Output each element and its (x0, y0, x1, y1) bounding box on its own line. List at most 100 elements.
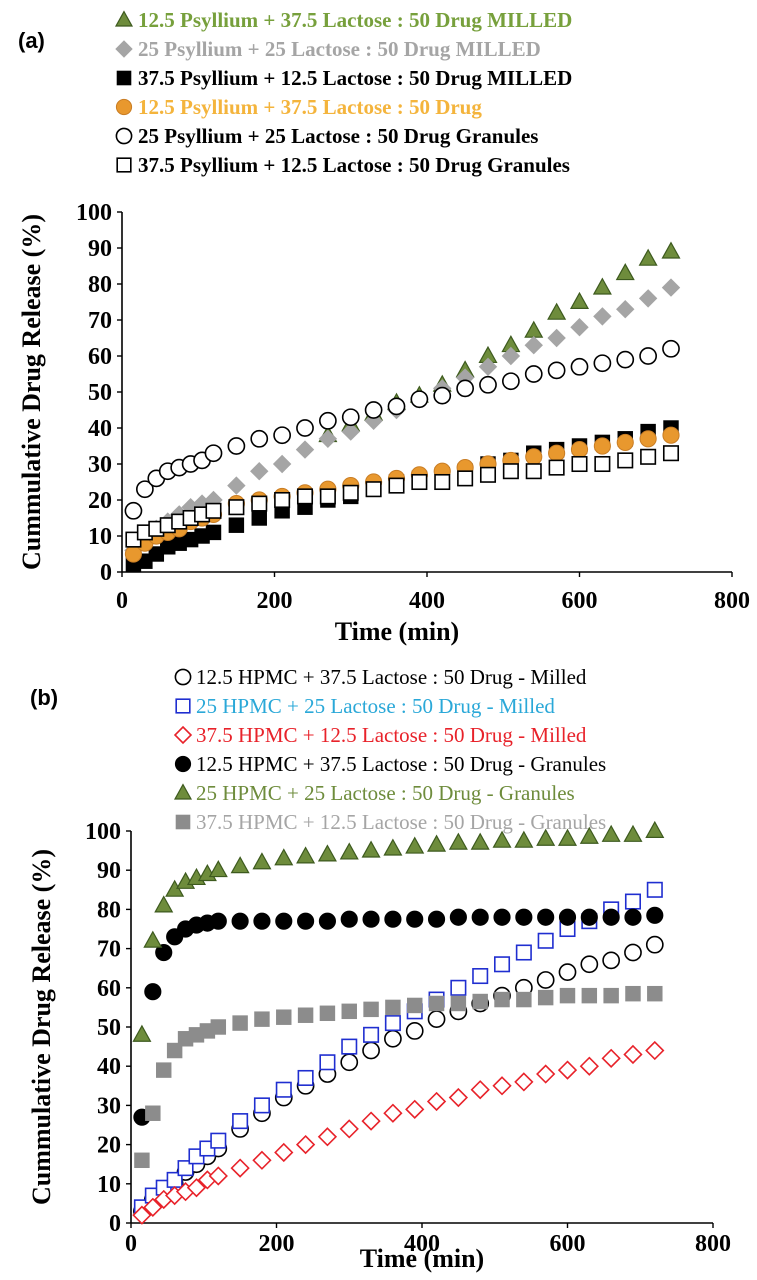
data-point (205, 524, 222, 541)
data-point (450, 995, 467, 1012)
data-point (617, 452, 634, 469)
data-point (145, 1105, 161, 1121)
y-tick-label: 100 (85, 819, 121, 845)
y-tick-label: 80 (97, 897, 121, 923)
data-point (136, 480, 154, 499)
data-point (296, 846, 316, 864)
data-point (593, 437, 611, 455)
data-point (580, 908, 598, 926)
data-point (427, 910, 446, 928)
legend-b: 12.5 HPMC + 37.5 Lactose : 50 Drug - Mil… (173, 665, 606, 834)
y-axis-title: Cummulative Drug Release (%) (17, 214, 46, 570)
data-point (501, 346, 521, 366)
data-point (143, 930, 163, 948)
data-point (579, 826, 599, 844)
y-tick-label: 90 (88, 236, 112, 262)
data-point (273, 426, 291, 445)
panel-label-a: (a) (18, 28, 45, 53)
data-point (274, 491, 291, 509)
y-tick-label: 40 (88, 416, 112, 442)
data-point (570, 441, 589, 459)
data-point (383, 838, 403, 856)
data-point (616, 433, 634, 451)
data-point (209, 912, 227, 930)
data-point (231, 912, 249, 930)
data-point (364, 401, 383, 419)
data-point (646, 906, 664, 924)
data-point (492, 830, 512, 848)
data-point (501, 372, 520, 391)
legend-label: 37.5 Psyllium + 12.5 Lactose : 50 Drug G… (138, 153, 570, 177)
data-point (228, 499, 245, 516)
legend-label: 12.5 Psyllium + 37.5 Lactose : 50 Drug M… (138, 8, 572, 32)
data-point (471, 908, 489, 926)
x-tick-label: 0 (125, 1231, 137, 1257)
data-point (341, 422, 360, 441)
x-tick-label: 0 (116, 588, 128, 614)
data-point (433, 386, 452, 405)
x-tick-label: 800 (695, 1231, 731, 1257)
data-point (274, 848, 294, 866)
data-point (319, 1005, 336, 1022)
legend-marker (114, 10, 134, 27)
data-point (362, 910, 380, 928)
data-point (274, 1142, 294, 1163)
legend-marker (173, 783, 193, 800)
data-point (601, 824, 621, 842)
data-point (253, 912, 271, 930)
data-point (493, 908, 511, 926)
data-point (525, 448, 543, 466)
data-point (593, 354, 612, 373)
data-point (515, 908, 533, 926)
y-tick-label: 70 (88, 308, 112, 334)
legend-marker (174, 755, 192, 773)
data-point (547, 328, 566, 348)
data-point (295, 1134, 316, 1155)
data-point (448, 832, 468, 850)
data-point (524, 320, 544, 338)
data-point (645, 935, 664, 954)
legend-item: 37.5 Psyllium + 12.5 Lactose : 50 Drug M… (116, 66, 572, 90)
data-point (450, 979, 467, 996)
data-point (592, 277, 612, 295)
data-point (205, 502, 222, 519)
data-point (661, 241, 681, 259)
y-tick-label: 20 (88, 488, 112, 514)
data-point (230, 1158, 250, 1178)
data-point (227, 476, 246, 495)
data-point (645, 1040, 665, 1061)
data-point (478, 357, 498, 377)
data-point (494, 991, 510, 1008)
data-point (154, 895, 174, 913)
data-point (603, 987, 619, 1004)
x-tick-label: 400 (404, 1231, 440, 1257)
data-point (593, 307, 612, 326)
data-point (557, 1060, 578, 1080)
data-point (204, 444, 223, 463)
data-point (537, 932, 554, 949)
data-point (661, 278, 681, 297)
legend-label: 12.5 HPMC + 37.5 Lactose : 50 Drug - Mil… (196, 665, 587, 689)
y-tick-label: 70 (97, 937, 121, 963)
data-point (405, 1022, 424, 1040)
data-point (232, 1015, 248, 1031)
data-point (662, 426, 680, 444)
legend-label: 25 Psyllium + 25 Lactose : 50 Drug Granu… (138, 124, 538, 148)
data-point (615, 263, 635, 281)
y-tick-label: 60 (88, 344, 112, 370)
data-point (365, 481, 382, 498)
legend-label: 25 Psyllium + 25 Lactose : 50 Drug MILLE… (138, 37, 541, 61)
data-point (341, 1003, 357, 1020)
x-tick-label: 800 (714, 588, 750, 614)
legend-item: 12.5 Psyllium + 37.5 Lactose : 50 Drug (115, 95, 482, 119)
data-point (361, 1111, 381, 1131)
data-point (297, 912, 315, 930)
data-point (638, 248, 658, 266)
data-point (571, 455, 588, 473)
legend-label: 25 HPMC + 25 Lactose : 50 Drug - Milled (196, 694, 555, 718)
data-point (124, 501, 143, 520)
data-point (624, 943, 642, 962)
data-point (276, 1009, 292, 1025)
data-point (317, 844, 337, 862)
